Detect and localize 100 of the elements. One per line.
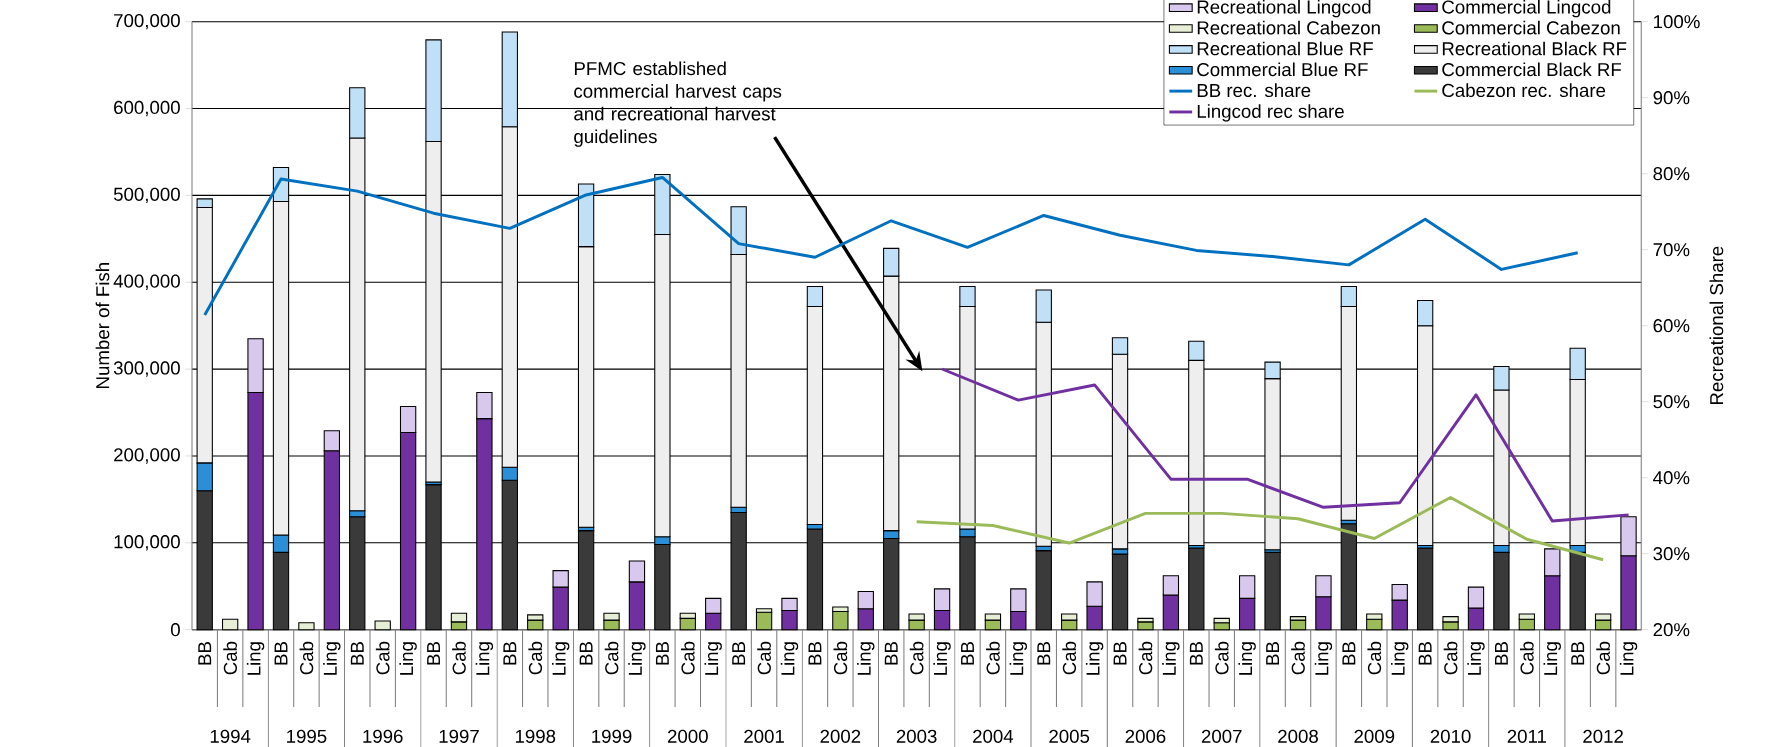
x-tick-label: Cab bbox=[1443, 641, 1458, 675]
text: 1994 bbox=[210, 729, 251, 743]
x-tick-label: Ling bbox=[399, 642, 417, 675]
x-tick-label: BB bbox=[503, 642, 517, 665]
legend-label: Recreational Black RF bbox=[1442, 41, 1627, 56]
y2-tick-label: 80% bbox=[1653, 167, 1690, 181]
text: 2002 bbox=[820, 729, 861, 743]
x-tick-label: Cab bbox=[528, 641, 543, 675]
legend-label: Commercial Cabezon bbox=[1442, 20, 1620, 35]
text: 2010 bbox=[1430, 729, 1471, 743]
x-tick-label: BB bbox=[350, 642, 364, 665]
text: 2011 bbox=[1507, 729, 1546, 743]
text: 2009 bbox=[1354, 729, 1395, 743]
x-tick-label: BB bbox=[1037, 642, 1051, 665]
y2-tick-label: 100% bbox=[1654, 15, 1700, 29]
bar bbox=[832, 610, 849, 631]
text: 1998 bbox=[515, 729, 556, 743]
y2-tick-label: 60% bbox=[1653, 319, 1690, 333]
x-tick-label: BB bbox=[1266, 642, 1280, 665]
bar bbox=[298, 622, 315, 631]
x-tick-label: Ling bbox=[1543, 642, 1561, 675]
legend-label: Commercial Black RF bbox=[1442, 62, 1622, 77]
x-tick-label: Cab bbox=[757, 641, 771, 675]
bar bbox=[1264, 551, 1281, 631]
bar bbox=[1111, 553, 1129, 631]
text: 2000 bbox=[667, 729, 708, 743]
y2-tick-label: 90% bbox=[1653, 91, 1690, 105]
x-tick-label: BB bbox=[808, 642, 822, 665]
legend-label: Commercial Lingcod bbox=[1442, 0, 1611, 18]
x-tick-label: Cab bbox=[1367, 641, 1382, 675]
annotation: PFMC established commercial harvest caps and recreational harvest guidelines bbox=[574, 61, 782, 147]
legend-label: Lingcod rec share bbox=[1197, 104, 1344, 122]
x-tick-label: Cab bbox=[604, 641, 619, 675]
x-tick-label: Ling bbox=[628, 642, 646, 675]
y2-tick-label: 70% bbox=[1653, 243, 1690, 257]
y-tick-label: 700,000 bbox=[114, 13, 180, 30]
text: 2008 bbox=[1278, 729, 1318, 743]
x-tick-label: Ling bbox=[475, 642, 494, 675]
y-tick-label: 500,000 bbox=[113, 187, 180, 204]
x-tick-label: BB bbox=[961, 642, 974, 665]
x-tick-label: Cab bbox=[1214, 641, 1229, 675]
y-tick-label: 300,000 bbox=[113, 361, 180, 377]
text: 2004 bbox=[973, 729, 1014, 743]
text: 1999 bbox=[592, 729, 632, 743]
x-tick-label: BB bbox=[1342, 642, 1356, 665]
bar bbox=[374, 620, 391, 631]
y2-tick-label: 50% bbox=[1653, 395, 1690, 409]
x-tick-label: BB bbox=[655, 642, 669, 665]
x-tick-label: Ling bbox=[1238, 642, 1256, 675]
text: 1997 bbox=[439, 729, 479, 743]
line-series bbox=[915, 495, 1605, 562]
x-tick-label: BB bbox=[1495, 642, 1508, 665]
x-tick-label: Cab bbox=[452, 641, 466, 675]
x-tick-label: Cab bbox=[223, 641, 237, 675]
x-tick-label: Cab bbox=[1291, 641, 1305, 675]
bar bbox=[221, 618, 239, 631]
text: 2005 bbox=[1049, 729, 1090, 743]
text: 2006 bbox=[1125, 729, 1166, 743]
legend-label: Recreational Blue RF bbox=[1197, 41, 1373, 56]
x-tick-label: BB bbox=[1418, 642, 1432, 665]
x-tick-label: BB bbox=[732, 642, 746, 665]
x-tick-label: Cab bbox=[1062, 641, 1077, 675]
x-tick-label: Cab bbox=[375, 641, 390, 675]
legend-label: Recreational Cabezon bbox=[1197, 20, 1380, 35]
text: 1995 bbox=[287, 729, 327, 743]
y-tick-label: 200,000 bbox=[114, 448, 180, 464]
legend-label: Cabezon rec. share bbox=[1442, 83, 1606, 98]
y2-tick-label: 30% bbox=[1653, 547, 1690, 561]
bar bbox=[1035, 550, 1052, 631]
x-tick-label: Ling bbox=[704, 642, 722, 675]
x-tick-label: Ling bbox=[1314, 642, 1333, 675]
legend-label: Recreational Lingcod bbox=[1197, 0, 1371, 18]
legend-label: Commercial Blue RF bbox=[1197, 62, 1368, 77]
x-tick-label: Cab bbox=[1596, 641, 1610, 675]
y-tick-label: 100,000 bbox=[114, 535, 180, 551]
x-tick-label: Cab bbox=[680, 641, 695, 675]
text: 1996 bbox=[363, 729, 403, 743]
y-tick-label: 400,000 bbox=[113, 274, 180, 290]
x-tick-label: Ling bbox=[857, 642, 875, 675]
x-tick-label: Ling bbox=[1391, 642, 1409, 675]
x-tick-label: BB bbox=[1189, 642, 1203, 665]
x-tick-label: Ling bbox=[1162, 642, 1180, 675]
x-tick-label: BB bbox=[198, 642, 212, 665]
legend-label: BB rec. share bbox=[1197, 83, 1311, 98]
x-tick-label: Ling bbox=[1467, 642, 1485, 675]
x-tick-label: Cab bbox=[909, 641, 924, 675]
text: 2012 bbox=[1583, 729, 1623, 743]
y-tick-label: 600,000 bbox=[114, 100, 180, 117]
x-tick-label: BB bbox=[884, 642, 898, 665]
x-tick-label: BB bbox=[427, 642, 440, 665]
bar bbox=[1188, 547, 1205, 631]
text: 2007 bbox=[1201, 729, 1242, 743]
bar bbox=[1416, 547, 1434, 631]
x-tick-label: Ling bbox=[551, 642, 570, 675]
line-series bbox=[940, 367, 1631, 523]
y-axis-title: Number of Fish bbox=[95, 263, 110, 388]
bar bbox=[1213, 622, 1230, 631]
bar bbox=[755, 611, 773, 631]
x-tick-label: Cab bbox=[299, 641, 314, 675]
y2-tick-label: 40% bbox=[1653, 471, 1690, 485]
